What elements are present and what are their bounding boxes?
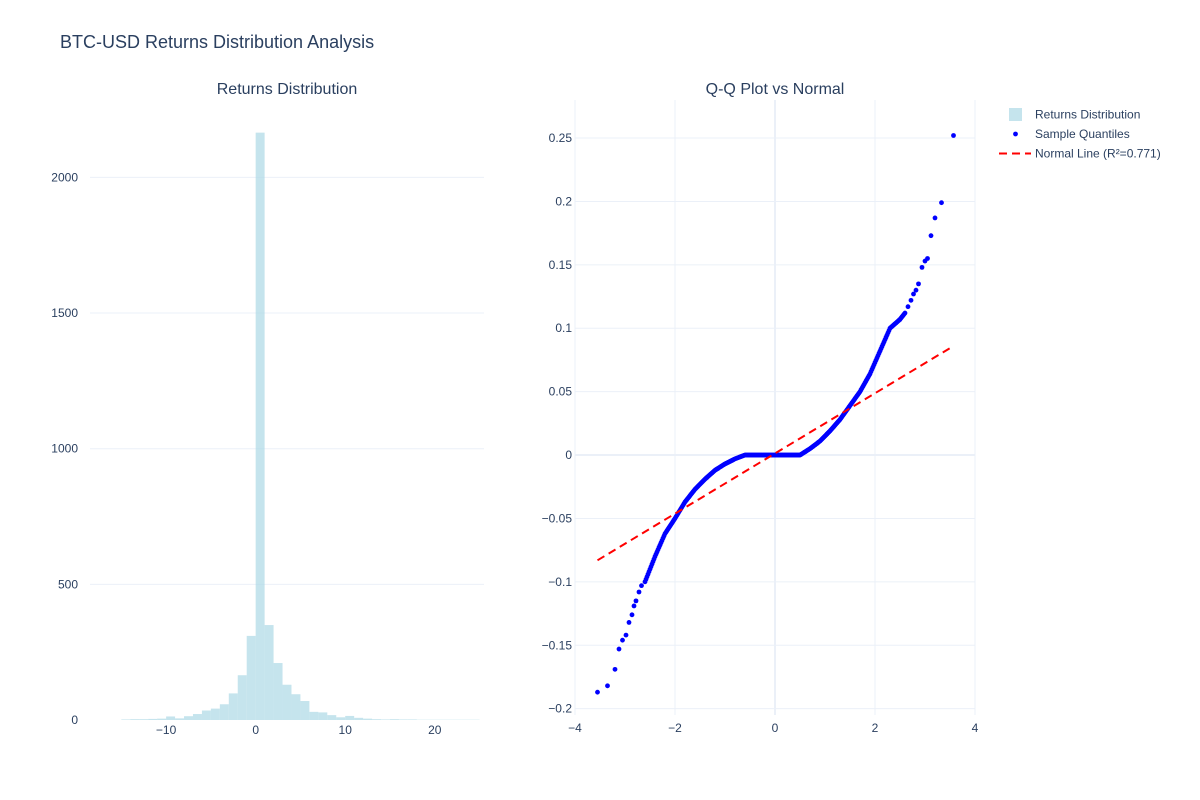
qq-sample-point: [626, 620, 632, 625]
histogram-bar: [372, 719, 382, 720]
histogram-x-tick-label: 20: [428, 723, 442, 737]
qq-sample-point: [925, 256, 930, 261]
legend-item: Sample Quantiles: [1013, 127, 1130, 141]
qq-sample-point: [913, 287, 919, 293]
qq-sample-point: [916, 281, 921, 287]
qq-x-tick-label: −4: [568, 721, 582, 735]
histogram-bar: [273, 663, 283, 720]
qq-x-tick-label: −2: [668, 721, 682, 735]
chart-title: BTC-USD Returns Distribution Analysis: [60, 32, 375, 52]
qq-x-tick-label: 2: [872, 721, 879, 735]
histogram-x-tick-label: 0: [252, 723, 259, 737]
qq-panel: Q-Q Plot vs Normal −0.2 −0.15 −0.1 −0.05 0 0.0…: [542, 81, 979, 735]
qq-subtitle: Q-Q Plot vs Normal: [706, 81, 845, 98]
qq-y-tick-label: −0.05: [542, 511, 573, 525]
histogram-bar: [336, 717, 346, 720]
histogram-y-tick-label: 1000: [51, 442, 78, 456]
qq-y-tick-label: −0.2: [548, 702, 572, 716]
legend-label: Normal Line (R²=0.771): [1035, 147, 1161, 161]
histogram-bar: [139, 719, 149, 720]
histogram-bar: [210, 708, 220, 720]
histogram-y-tick-label: 1500: [51, 306, 78, 320]
legend-swatch: [1009, 108, 1022, 121]
histogram-bar: [381, 719, 390, 720]
qq-sample-point: [911, 291, 916, 297]
qq-sample-point: [928, 233, 934, 239]
histogram-bar: [318, 712, 328, 720]
legend-item: Normal Line (R²=0.771): [999, 147, 1161, 161]
qq-sample-point: [595, 689, 600, 695]
legend-label: Returns Distribution: [1035, 108, 1140, 122]
histogram-bar: [201, 710, 211, 720]
histogram-bar: [130, 719, 140, 720]
qq-x-tick-label: 0: [772, 721, 779, 735]
qq-y-tick-label: 0.25: [549, 131, 573, 145]
histogram-bar: [121, 719, 131, 720]
histogram-bar: [389, 719, 399, 720]
qq-sample-point: [623, 632, 629, 638]
qq-sample-point: [633, 598, 639, 604]
legend-item: Returns Distribution: [1009, 108, 1140, 122]
histogram-bar: [237, 675, 247, 720]
qq-y-tick-label: 0.05: [549, 385, 573, 399]
histogram-bar: [309, 711, 319, 720]
histogram-bar: [345, 715, 355, 720]
histogram-bar: [219, 704, 229, 720]
histogram-bar: [282, 684, 292, 720]
histogram-bar: [175, 718, 185, 720]
histogram-bar: [157, 718, 167, 720]
qq-sample-point: [636, 589, 642, 595]
qq-sample-point: [939, 200, 944, 206]
histogram-bar: [354, 717, 364, 720]
histogram-bar: [264, 625, 274, 720]
qq-sample-point: [605, 683, 610, 689]
histogram-bar: [246, 635, 256, 720]
qq-x-tick-label: 4: [972, 721, 979, 735]
histogram-bar: [398, 719, 408, 720]
histogram-y-tick-label: 2000: [51, 170, 78, 184]
qq-sample-point: [639, 583, 644, 589]
legend-label: Sample Quantiles: [1035, 127, 1130, 141]
histogram-bar: [166, 716, 176, 720]
qq-sample-point: [616, 646, 622, 652]
histogram-x-tick-label: 10: [339, 723, 353, 737]
qq-sample-point: [932, 215, 938, 221]
legend: Returns Distribution Sample Quantiles Norm…: [999, 108, 1161, 161]
qq-y-tick-label: 0: [565, 448, 572, 462]
histogram-bar: [291, 694, 301, 720]
qq-y-tick-label: −0.15: [542, 638, 573, 652]
histogram-subtitle: Returns Distribution: [217, 81, 358, 98]
qq-sample-point: [902, 310, 908, 316]
histogram-bar: [300, 701, 310, 720]
histogram-y-tick-label: 500: [58, 577, 78, 591]
qq-y-tick-label: −0.1: [548, 575, 572, 589]
qq-sample-point: [908, 297, 914, 303]
qq-sample-point: [612, 666, 618, 672]
histogram-bar: [363, 718, 373, 720]
histogram-panel: Returns Distribution 0 500 1000 1500 2000 −10 0…: [51, 81, 484, 737]
histogram-y-tick-label: 0: [71, 713, 78, 727]
histogram-bar: [255, 132, 265, 720]
histogram-x-tick-label: −10: [156, 723, 177, 737]
histogram-bar: [192, 714, 202, 720]
histogram-bar: [148, 718, 158, 720]
qq-sample-point: [631, 603, 637, 609]
histogram-bar: [327, 715, 337, 720]
legend-swatch: [1013, 131, 1018, 137]
qq-sample-point: [620, 637, 625, 643]
qq-y-tick-label: 0.1: [555, 321, 572, 335]
qq-sample-point: [629, 612, 635, 618]
histogram-bar: [228, 693, 238, 720]
qq-sample-point: [905, 304, 911, 310]
histogram-bar: [407, 719, 417, 720]
qq-normal-line: [596, 345, 955, 562]
histogram-bar: [184, 716, 193, 720]
qq-y-tick-label: 0.15: [549, 258, 573, 272]
qq-sample-point: [951, 133, 956, 138]
qq-sample-point: [919, 264, 925, 270]
qq-y-tick-label: 0.2: [555, 194, 572, 208]
